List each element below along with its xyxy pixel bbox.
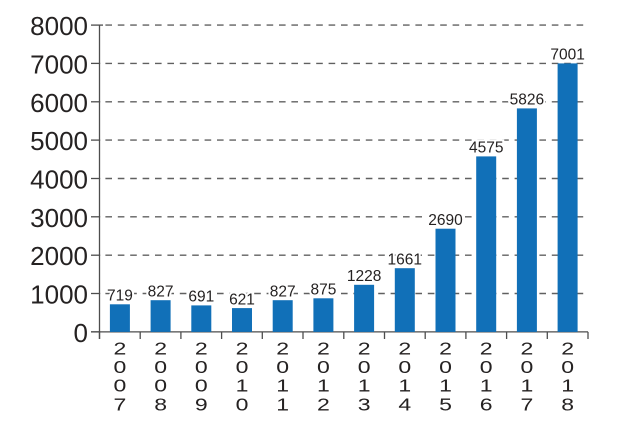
svg-text:0: 0 [154, 376, 167, 396]
svg-text:2: 2 [520, 339, 533, 359]
svg-text:0: 0 [74, 318, 88, 348]
svg-text:0: 0 [195, 376, 208, 396]
svg-text:2: 2 [236, 339, 249, 359]
svg-text:1: 1 [358, 376, 371, 396]
svg-text:0: 0 [154, 357, 167, 377]
svg-text:0: 0 [398, 357, 411, 377]
svg-text:2690: 2690 [428, 212, 463, 229]
svg-text:0: 0 [113, 376, 126, 396]
svg-text:2: 2 [358, 339, 371, 359]
svg-text:1228: 1228 [347, 268, 381, 285]
svg-text:6000: 6000 [30, 88, 88, 118]
svg-text:5: 5 [439, 395, 452, 415]
svg-text:0: 0 [439, 357, 452, 377]
svg-text:6: 6 [480, 395, 493, 415]
svg-text:827: 827 [270, 283, 296, 300]
svg-text:0: 0 [113, 357, 126, 377]
svg-text:1: 1 [317, 376, 330, 396]
svg-text:4575: 4575 [469, 140, 503, 157]
svg-text:7001: 7001 [550, 47, 584, 64]
svg-text:875: 875 [310, 282, 336, 299]
svg-text:2: 2 [480, 339, 493, 359]
svg-text:1: 1 [398, 376, 411, 396]
svg-text:1000: 1000 [30, 280, 88, 310]
svg-text:7: 7 [520, 395, 533, 415]
svg-text:0: 0 [236, 357, 249, 377]
svg-text:1661: 1661 [388, 251, 422, 268]
svg-text:1: 1 [276, 376, 289, 396]
svg-text:1: 1 [520, 376, 533, 396]
svg-text:7: 7 [113, 395, 126, 415]
svg-text:4000: 4000 [30, 165, 88, 195]
svg-text:2: 2 [154, 339, 167, 359]
svg-text:8000: 8000 [30, 11, 88, 41]
svg-text:0: 0 [276, 357, 289, 377]
svg-text:0: 0 [317, 357, 330, 377]
svg-text:691: 691 [188, 289, 214, 306]
svg-text:2: 2 [195, 339, 208, 359]
svg-text:1: 1 [439, 376, 452, 396]
svg-text:3000: 3000 [30, 203, 88, 233]
svg-text:1: 1 [276, 395, 289, 415]
svg-text:2: 2 [439, 339, 452, 359]
svg-text:2: 2 [561, 339, 574, 359]
svg-text:0: 0 [480, 357, 493, 377]
svg-text:0: 0 [195, 357, 208, 377]
svg-text:2: 2 [113, 339, 126, 359]
svg-text:8: 8 [561, 395, 574, 415]
svg-text:5000: 5000 [30, 126, 88, 156]
svg-text:5826: 5826 [510, 92, 544, 109]
svg-text:3: 3 [358, 395, 371, 415]
svg-text:1: 1 [480, 376, 493, 396]
svg-text:9: 9 [195, 395, 208, 415]
svg-text:7000: 7000 [30, 49, 88, 79]
svg-text:0: 0 [561, 357, 574, 377]
svg-text:2: 2 [276, 339, 289, 359]
svg-text:1: 1 [561, 376, 574, 396]
svg-text:2: 2 [317, 339, 330, 359]
svg-text:0: 0 [520, 357, 533, 377]
svg-text:0: 0 [236, 395, 249, 415]
svg-text:621: 621 [229, 291, 255, 308]
svg-text:827: 827 [148, 283, 174, 300]
svg-text:4: 4 [398, 395, 411, 415]
svg-text:719: 719 [107, 288, 133, 305]
svg-text:2: 2 [317, 395, 330, 415]
svg-text:1: 1 [236, 376, 249, 396]
svg-text:2000: 2000 [30, 241, 88, 271]
svg-text:0: 0 [358, 357, 371, 377]
svg-text:8: 8 [154, 395, 167, 415]
svg-text:2: 2 [398, 339, 411, 359]
